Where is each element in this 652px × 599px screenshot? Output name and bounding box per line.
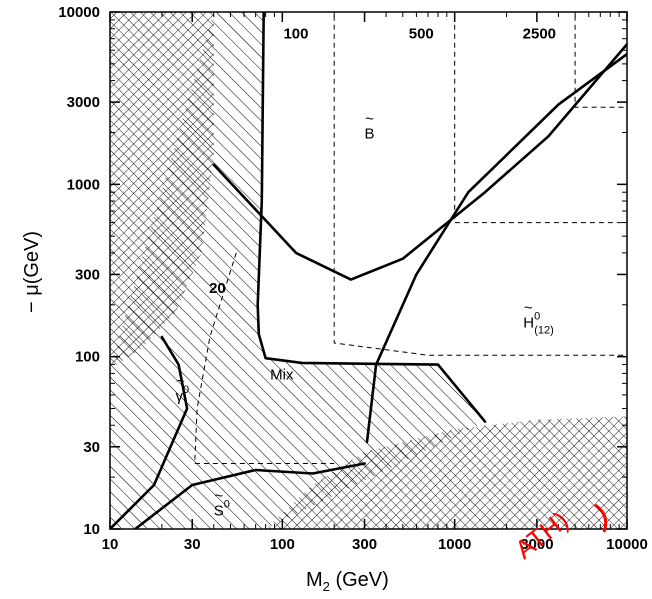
dashed-contour-500 <box>454 15 627 224</box>
x-tick-label: 100 <box>270 536 295 553</box>
x-axis-label: M2 (GeV) <box>306 569 389 594</box>
region-label: B <box>365 125 375 142</box>
y-tick-label: 1000 <box>67 176 100 193</box>
boundary-line-2 <box>212 42 627 281</box>
excluded-region-3 <box>110 12 485 529</box>
contour-label-2500: 2500 <box>523 26 556 43</box>
x-tick-label: 300 <box>352 536 377 553</box>
boundary-line-3 <box>365 52 627 444</box>
stamp-arc <box>594 503 608 533</box>
y-tick-label: 30 <box>83 439 100 456</box>
y-tick-label: 10 <box>83 521 100 538</box>
region-label: S0 <box>214 498 230 519</box>
boundary-line-5 <box>133 462 366 529</box>
tilde-mark: ~ <box>176 373 185 390</box>
boundary-line-4 <box>110 335 189 529</box>
x-tick-label: 3000 <box>520 536 553 553</box>
dashed-contour-20 <box>194 252 335 464</box>
dashed-contour-2500 <box>574 15 627 108</box>
excluded-region-2 <box>265 416 627 529</box>
y-tick-label: 100 <box>75 349 100 366</box>
region-label: Mix <box>270 366 294 383</box>
boundary-line-1 <box>256 12 487 423</box>
solid-boundaries <box>110 12 627 529</box>
y-tick-label: 10000 <box>58 4 100 21</box>
tilde-mark: ~ <box>365 110 374 127</box>
y-tick-label: 3000 <box>67 94 100 111</box>
axis-ticks: 10 30 100 300 1000 3000 10000 10 30 100 300 1000 300… <box>58 4 648 553</box>
y-tick-label: 300 <box>75 266 100 283</box>
tilde-mark: ~ <box>524 299 533 316</box>
plot-frame <box>109 11 628 530</box>
contour-label-20: 20 <box>209 280 226 297</box>
y-axis-label: − μ(GeV) <box>21 231 43 313</box>
x-tick-label: 10 <box>102 536 119 553</box>
dashed-contour-100 <box>333 15 627 356</box>
dashed-contours <box>194 15 627 464</box>
x-tick-label: 1000 <box>438 536 471 553</box>
x-tick-label: 30 <box>184 536 201 553</box>
excluded-regions <box>110 12 627 529</box>
contour-label-500: 500 <box>409 26 434 43</box>
tilde-mark: ~ <box>214 487 223 504</box>
x-tick-label: 10000 <box>606 536 648 553</box>
region-label: γ0 <box>176 384 190 405</box>
region-label: H0 (12) <box>523 310 554 336</box>
contour-label-100: 100 <box>283 26 308 43</box>
